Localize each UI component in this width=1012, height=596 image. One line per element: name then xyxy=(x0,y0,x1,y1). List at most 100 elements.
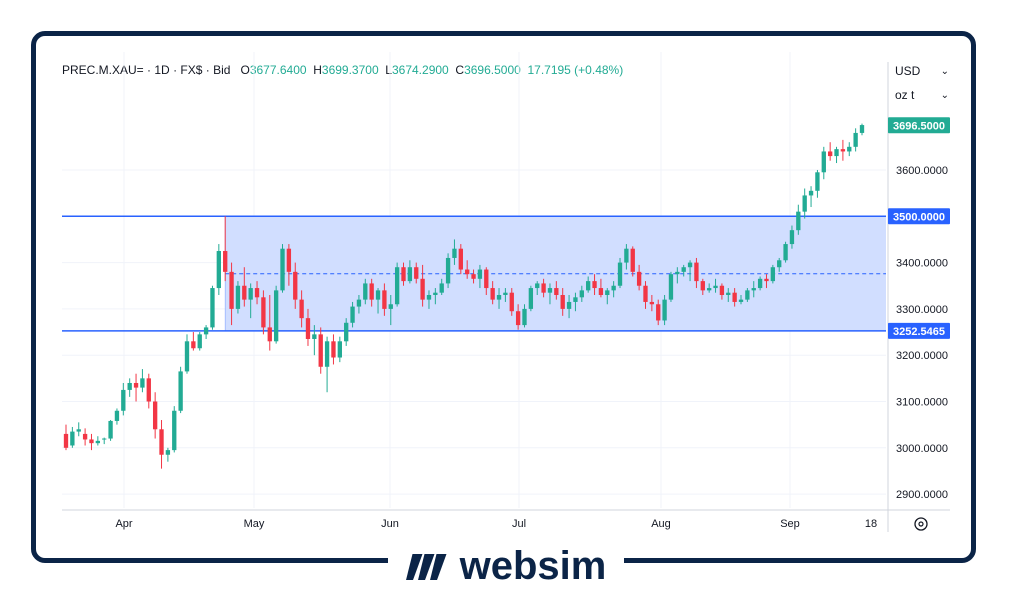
candle xyxy=(719,283,725,300)
candle xyxy=(827,142,833,161)
candle xyxy=(738,295,744,305)
legend-low-label: L xyxy=(385,63,392,77)
candle xyxy=(815,169,820,198)
candle xyxy=(216,244,221,295)
candle xyxy=(95,436,101,446)
candle xyxy=(76,422,81,437)
candle xyxy=(382,283,387,316)
candle xyxy=(331,334,336,365)
candle-body xyxy=(566,301,572,309)
candle-body xyxy=(216,251,221,289)
x-tick-label: Aug xyxy=(651,518,671,530)
candle xyxy=(503,288,508,302)
legend-interval[interactable]: 1D xyxy=(154,63,170,77)
candle-body xyxy=(757,278,763,289)
lower-level-tag: 3252.5465 xyxy=(888,322,950,339)
candle xyxy=(541,278,546,298)
currency-dropdown[interactable]: USD ⌄ xyxy=(891,61,953,81)
candle-body xyxy=(713,285,718,289)
candle xyxy=(235,281,241,314)
candle-body xyxy=(350,306,355,323)
candle-body xyxy=(178,371,183,411)
candle xyxy=(554,281,559,300)
candle-body xyxy=(783,244,788,261)
candle xyxy=(840,139,846,161)
legend-symbol[interactable]: PREC.M.XAU= xyxy=(62,63,144,77)
candle xyxy=(394,262,400,307)
candle xyxy=(789,225,795,249)
candle-body xyxy=(859,125,865,133)
lower-level-tag-bg xyxy=(888,322,950,339)
candle-body xyxy=(102,438,107,440)
candle xyxy=(305,308,311,346)
y-tick-label: 3200.0000 xyxy=(896,350,948,362)
candle xyxy=(242,267,247,307)
candle-body xyxy=(554,288,559,295)
candle xyxy=(662,295,667,326)
candle-body xyxy=(764,278,769,282)
candle-body xyxy=(89,439,94,444)
candle xyxy=(566,295,572,319)
candle xyxy=(401,262,406,286)
candle xyxy=(592,274,597,295)
candle-body xyxy=(445,257,451,284)
candle-body xyxy=(133,382,139,388)
candle-body xyxy=(503,292,508,295)
candle-body xyxy=(802,195,807,212)
candle-body xyxy=(318,334,323,367)
candle-body xyxy=(853,132,858,147)
x-tick-label: Jun xyxy=(381,518,399,530)
candle-body xyxy=(70,431,75,446)
candle-body xyxy=(369,283,374,300)
candle xyxy=(165,447,171,462)
candle-body xyxy=(484,269,489,289)
candle xyxy=(726,288,731,302)
candle xyxy=(152,392,158,439)
candle xyxy=(369,278,374,307)
candle-body xyxy=(707,288,712,291)
upper-level-tag-bg xyxy=(888,208,950,225)
candle-body xyxy=(675,271,680,275)
candle-body xyxy=(840,149,846,152)
candle-body xyxy=(847,146,852,152)
candle-body xyxy=(76,429,81,432)
candle-body xyxy=(668,274,674,300)
candle xyxy=(63,424,69,451)
candle xyxy=(223,216,228,282)
candle-body xyxy=(114,410,120,421)
x-tick-label: Jul xyxy=(512,518,526,530)
candle-body xyxy=(108,420,113,439)
candle xyxy=(668,271,674,302)
candle xyxy=(471,269,476,284)
brand-logo: websim xyxy=(388,546,624,586)
unit-dropdown[interactable]: oz t ⌄ xyxy=(891,85,953,105)
candle xyxy=(821,146,826,180)
candle-body xyxy=(82,433,88,440)
range-zone xyxy=(62,215,886,332)
candle xyxy=(751,281,756,298)
legend-high-value: 3699.3700 xyxy=(321,63,379,77)
candle-body xyxy=(732,292,737,302)
candle-body xyxy=(356,299,362,307)
upper-level-tag: 3500.0000 xyxy=(888,208,950,225)
candle xyxy=(732,288,737,307)
candle xyxy=(560,288,565,316)
candle-body xyxy=(777,260,782,268)
candle-body xyxy=(515,311,521,326)
candle-body xyxy=(751,288,756,291)
candle-body xyxy=(821,151,826,173)
candle xyxy=(617,257,623,289)
candle-body xyxy=(388,304,393,309)
candle xyxy=(121,382,126,416)
candle-body xyxy=(700,281,705,291)
candle-body xyxy=(796,211,801,231)
candle xyxy=(579,285,584,302)
settings-icon[interactable] xyxy=(914,517,928,531)
candle xyxy=(859,123,865,136)
candle-body xyxy=(808,190,814,196)
candle xyxy=(484,267,489,295)
candle-body xyxy=(687,262,693,268)
candle xyxy=(191,332,196,351)
chart-legend: PREC.M.XAU= · 1D · FX$ · Bid O3677.6400 … xyxy=(62,63,624,77)
